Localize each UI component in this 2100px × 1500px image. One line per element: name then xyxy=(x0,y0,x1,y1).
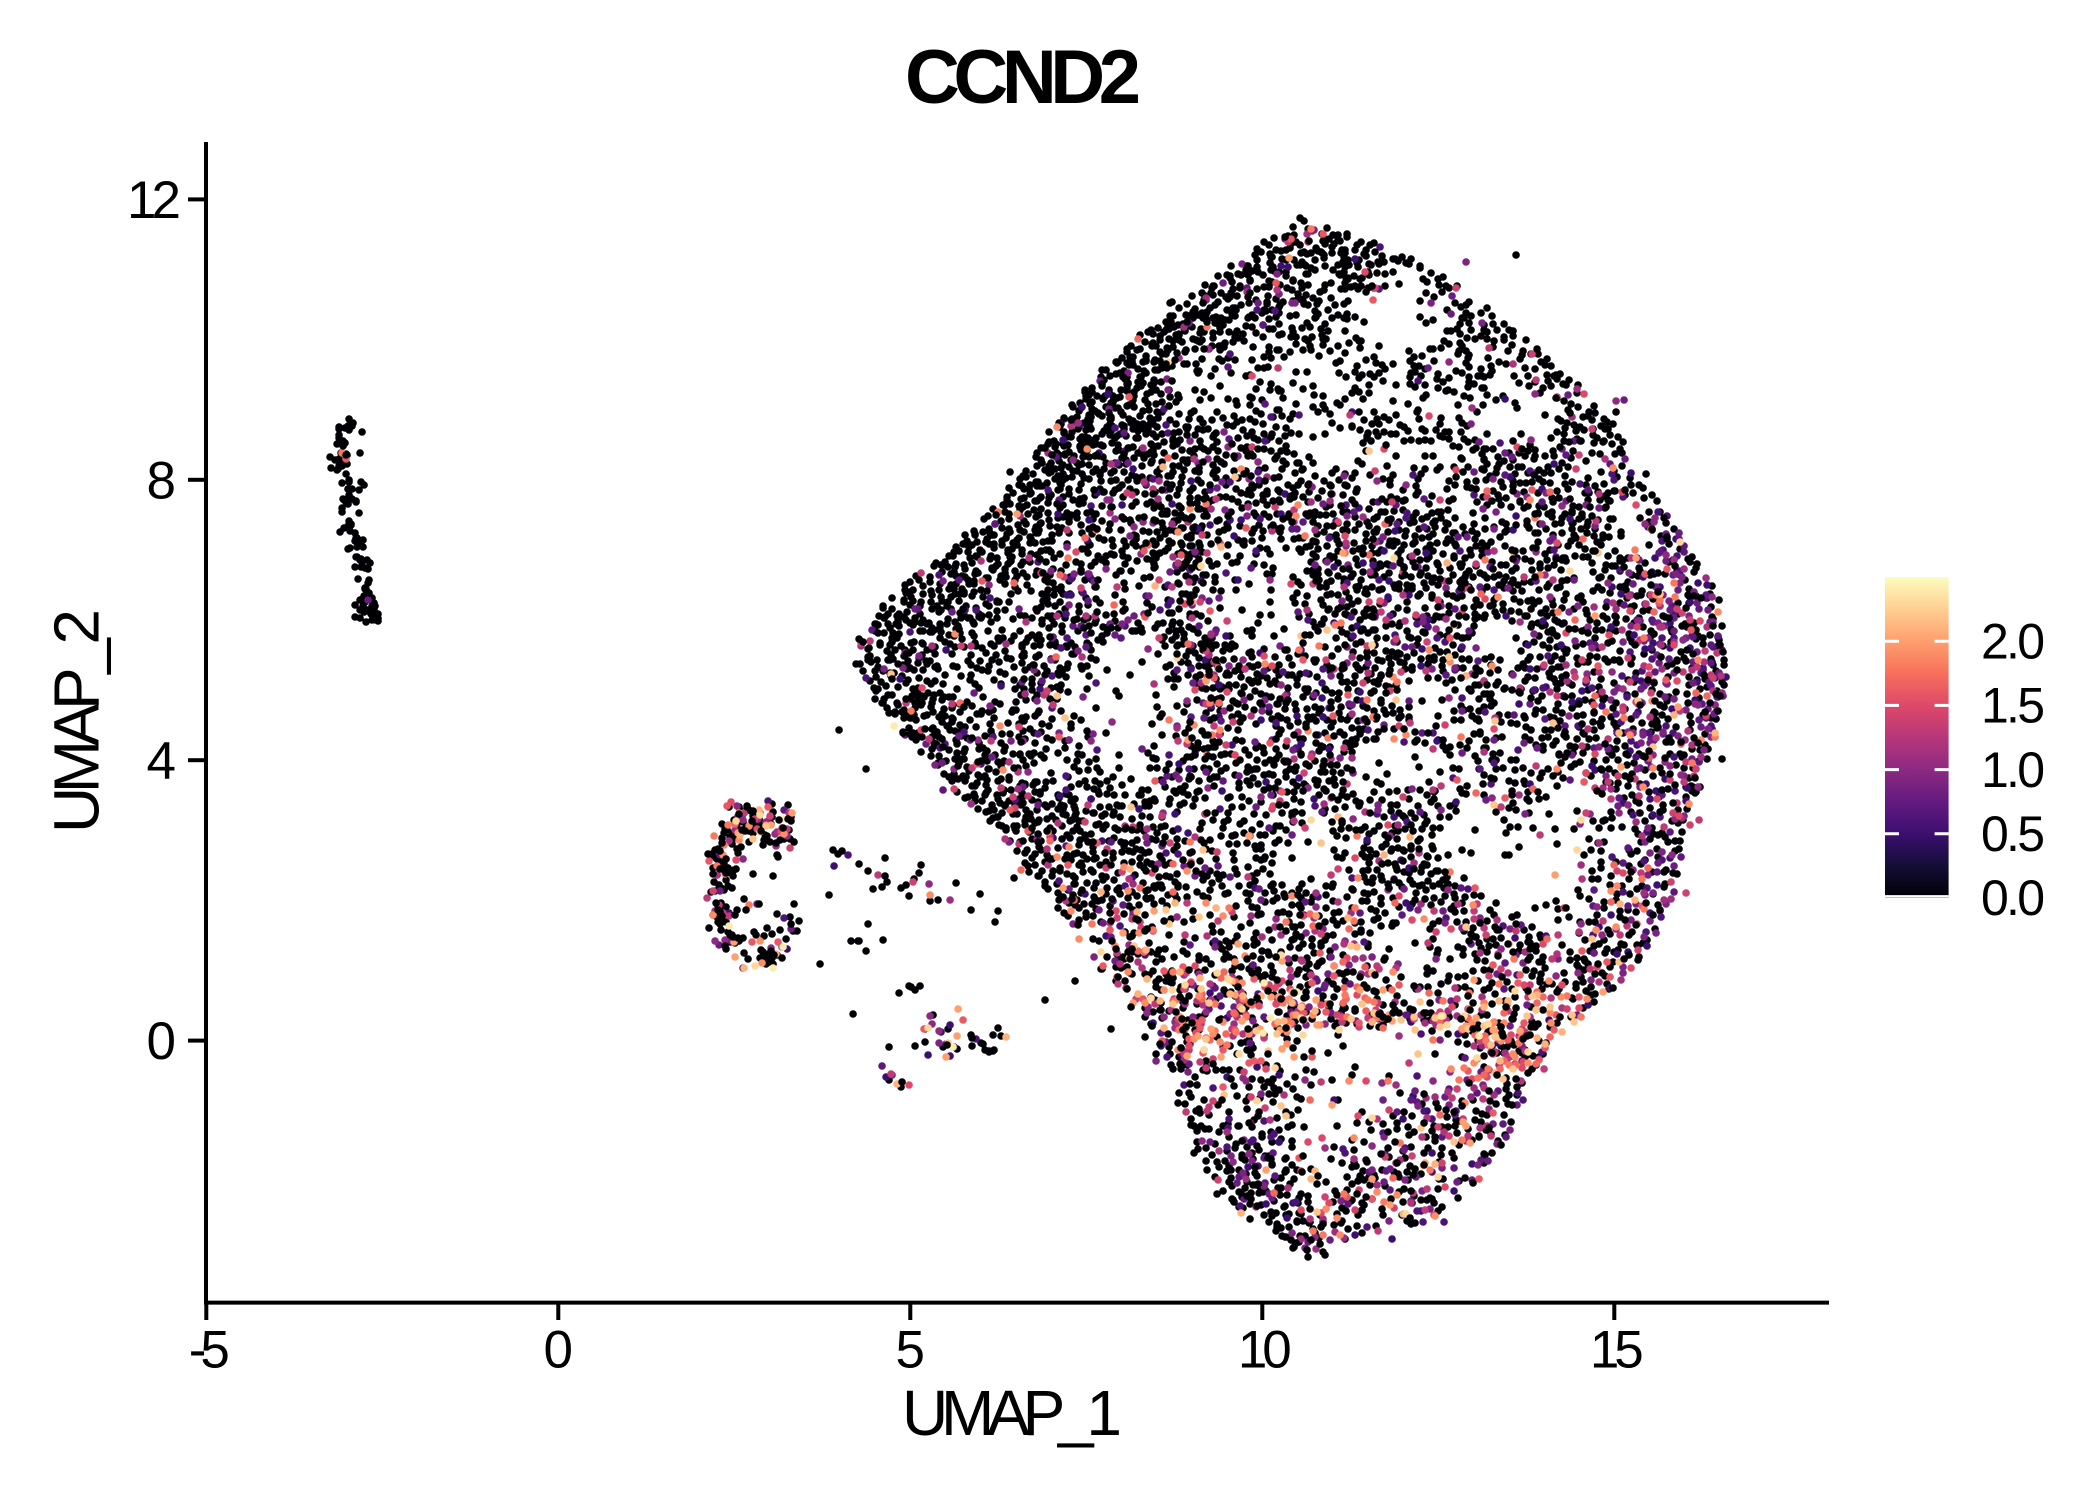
svg-text:UMAP_2: UMAP_2 xyxy=(41,609,113,833)
svg-text:0.5: 0.5 xyxy=(1981,806,2045,862)
svg-text:4: 4 xyxy=(147,732,176,791)
svg-text:CCND2: CCND2 xyxy=(905,35,1141,120)
svg-text:5: 5 xyxy=(896,1321,925,1380)
svg-text:2.0: 2.0 xyxy=(1981,613,2045,669)
svg-text:1.0: 1.0 xyxy=(1981,742,2045,798)
svg-text:UMAP_1: UMAP_1 xyxy=(902,1377,1122,1449)
svg-text:-5: -5 xyxy=(189,1321,229,1380)
svg-text:8: 8 xyxy=(147,451,176,510)
svg-text:10: 10 xyxy=(1238,1321,1290,1380)
svg-text:0.0: 0.0 xyxy=(1981,870,2045,926)
svg-text:12: 12 xyxy=(127,171,178,230)
svg-text:0: 0 xyxy=(147,1012,176,1071)
svg-text:1.5: 1.5 xyxy=(1981,678,2045,734)
svg-text:0: 0 xyxy=(544,1321,573,1380)
svg-text:15: 15 xyxy=(1590,1321,1642,1380)
